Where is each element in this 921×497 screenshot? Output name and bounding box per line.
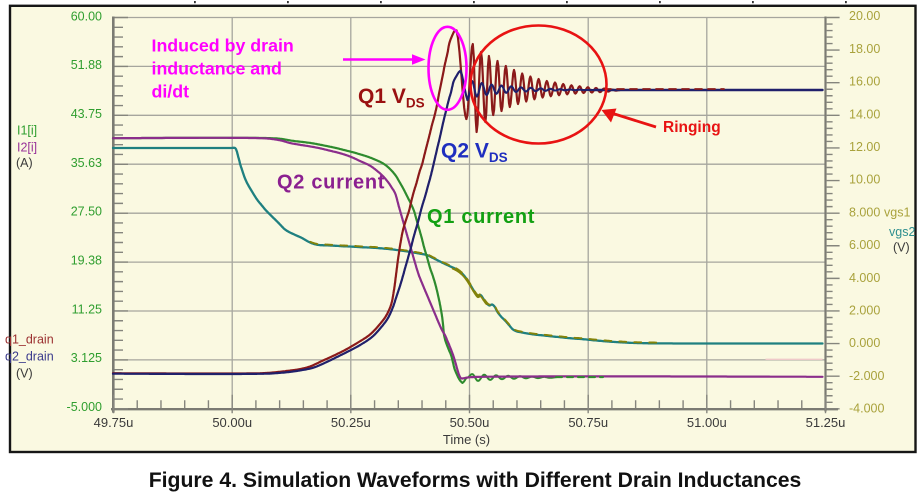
svg-text:18.00: 18.00 [849, 42, 880, 56]
svg-text:6.000: 6.000 [849, 238, 880, 252]
svg-text:8.000: 8.000 [849, 205, 880, 219]
svg-text:50.75u: 50.75u [568, 415, 608, 430]
svg-text:Ringing: Ringing [663, 119, 721, 136]
svg-text:-2.000: -2.000 [849, 369, 884, 383]
svg-text:q1_drain: q1_drain [5, 332, 54, 346]
svg-text:inductance and: inductance and [152, 59, 282, 79]
svg-text:60.00: 60.00 [71, 9, 102, 23]
svg-text:51.88: 51.88 [71, 58, 102, 72]
svg-text:50.50u: 50.50u [450, 415, 490, 430]
svg-text:16.00: 16.00 [849, 75, 880, 89]
svg-text:vgs2: vgs2 [889, 225, 915, 239]
svg-text:27.50: 27.50 [71, 205, 102, 219]
svg-text:51.00u: 51.00u [687, 415, 727, 430]
svg-text:Induced by drain: Induced by drain [152, 35, 294, 55]
svg-text:I1[i]: I1[i] [17, 123, 37, 137]
svg-text:11.25: 11.25 [72, 302, 102, 316]
svg-text:q2_drain: q2_drain [5, 350, 54, 364]
svg-text:50.00u: 50.00u [212, 415, 252, 430]
svg-text:(V): (V) [16, 367, 33, 381]
svg-text:(V): (V) [893, 241, 910, 255]
svg-text:43.75: 43.75 [71, 107, 102, 121]
svg-text:14.00: 14.00 [849, 107, 880, 121]
svg-text:35.63: 35.63 [71, 156, 102, 170]
svg-text:49.75u: 49.75u [94, 415, 134, 430]
svg-text:4.000: 4.000 [849, 271, 880, 285]
svg-text:19.38: 19.38 [71, 254, 102, 268]
svg-text:51.25u: 51.25u [806, 415, 846, 430]
svg-text:50.25u: 50.25u [331, 415, 371, 430]
svg-text:Q2 current: Q2 current [277, 172, 385, 194]
svg-text:di/dt: di/dt [152, 82, 190, 102]
svg-text:2.000: 2.000 [849, 304, 880, 318]
svg-text:Time (s): Time (s) [443, 432, 490, 447]
svg-text:Q1 current: Q1 current [427, 206, 535, 228]
svg-text:Figure 4. Simulation Waveforms: Figure 4. Simulation Waveforms with Diff… [149, 469, 802, 492]
svg-text:-4.000: -4.000 [849, 402, 884, 416]
svg-text:12.00: 12.00 [849, 140, 880, 154]
svg-text:0.000: 0.000 [849, 336, 880, 350]
svg-text:3.125: 3.125 [71, 351, 102, 365]
svg-text:10.00: 10.00 [849, 173, 880, 187]
svg-text:vgs1: vgs1 [884, 205, 910, 219]
svg-text:20.00: 20.00 [849, 9, 880, 23]
svg-text:I2[i]: I2[i] [17, 140, 37, 154]
svg-text:(A): (A) [16, 156, 33, 170]
svg-text:-5.000: -5.000 [67, 400, 102, 414]
